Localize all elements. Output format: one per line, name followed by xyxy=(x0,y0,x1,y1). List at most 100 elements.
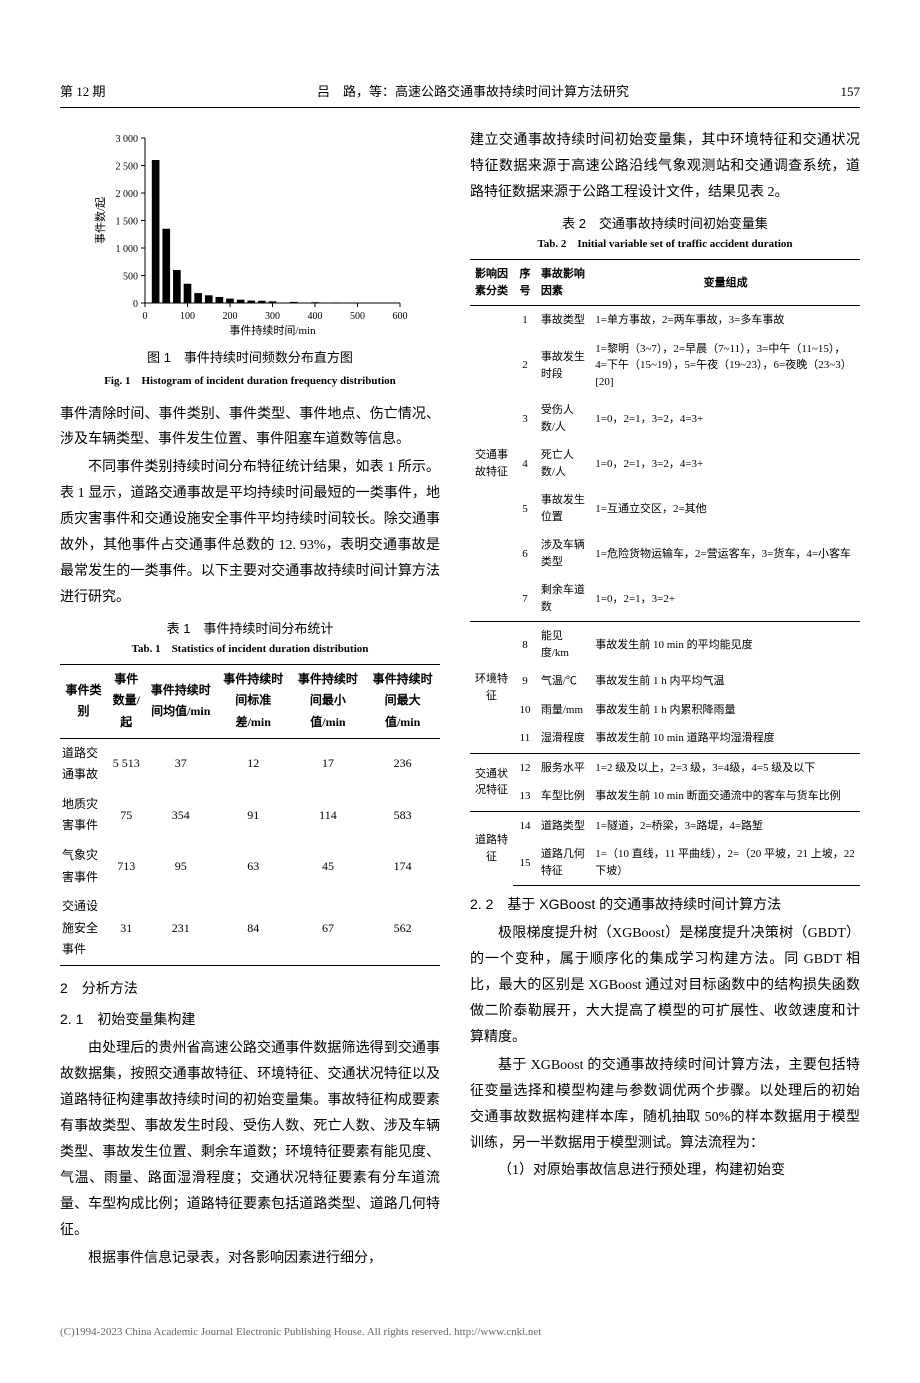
table-cell: 583 xyxy=(365,790,440,841)
table-cell: 湿滑程度 xyxy=(537,724,591,753)
table-cell: 1=0，2=1，3=2+ xyxy=(591,576,860,622)
right-column: 建立交通事故持续时间初始变量集，其中环境特征和交通状况特征数据来源于高速公路沿线… xyxy=(470,128,860,1273)
category-cell: 交通事故特征 xyxy=(470,306,513,622)
table-cell: 14 xyxy=(513,811,537,840)
table-cell: 车型比例 xyxy=(537,782,591,811)
table-cell: 174 xyxy=(365,841,440,892)
table-cell: 562 xyxy=(365,892,440,965)
table-cell: 地质灾害事件 xyxy=(60,790,107,841)
table-cell: 死亡人数/人 xyxy=(537,441,591,486)
table-cell: 5 xyxy=(513,486,537,531)
table-cell: 道路几何特征 xyxy=(537,840,591,886)
table-cell: 1 xyxy=(513,306,537,335)
table-cell: 事故发生前 10 min 道路平均湿滑程度 xyxy=(591,724,860,753)
table-row: 9气温/℃事故发生前 1 h 内平均气温 xyxy=(470,667,860,696)
svg-text:500: 500 xyxy=(350,311,365,322)
table-cell: 13 xyxy=(513,782,537,811)
svg-text:400: 400 xyxy=(308,311,323,322)
svg-text:200: 200 xyxy=(223,311,238,322)
table-cell: 事故发生位置 xyxy=(537,486,591,531)
table-cell: 9 xyxy=(513,667,537,696)
table-cell: 75 xyxy=(107,790,146,841)
table-cell: 10 xyxy=(513,696,537,725)
t2h-seq: 序号 xyxy=(513,260,537,306)
issue-no: 第 12 期 xyxy=(60,80,106,103)
table-row: 5事故发生位置1=互通立交区，2=其他 xyxy=(470,486,860,531)
table-cell: 事故发生前 10 min 的平均能见度 xyxy=(591,622,860,668)
table-2: 影响因素分类 序号 事故影响因素 变量组成 交通事故特征1事故类型1=单方事故，… xyxy=(470,259,860,886)
svg-text:500: 500 xyxy=(123,272,138,283)
table-row: 环境特征8能见度/km事故发生前 10 min 的平均能见度 xyxy=(470,622,860,668)
table-cell: 剩余车道数 xyxy=(537,576,591,622)
category-cell: 道路特征 xyxy=(470,811,513,886)
t2h-cat: 影响因素分类 xyxy=(470,260,513,306)
table-cell: 1=隧道，2=桥梁，3=路堤，4=路堑 xyxy=(591,811,860,840)
tab1-caption-cn: 表 1 事件持续时间分布统计 xyxy=(60,617,440,640)
table-row: 2事故发生时段1=黎明（3~7），2=早晨（7~11），3=中午（11~15），… xyxy=(470,335,860,397)
table-cell: 354 xyxy=(146,790,216,841)
t2h-var: 变量组成 xyxy=(591,260,860,306)
table-cell: 事故发生前 1 h 内平均气温 xyxy=(591,667,860,696)
fig1-caption-en: Fig. 1 Histogram of incident duration fr… xyxy=(60,372,440,392)
svg-text:300: 300 xyxy=(265,311,280,322)
tab2-caption-cn: 表 2 交通事故持续时间初始变量集 xyxy=(470,212,860,235)
section-2-2-heading: 2. 2 基于 XGBoost 的交通事故持续时间计算方法 xyxy=(470,892,860,917)
table-cell: 4 xyxy=(513,441,537,486)
table-cell: 95 xyxy=(146,841,216,892)
running-title: 吕 路，等：高速公路交通事故持续时间计算方法研究 xyxy=(317,80,629,103)
table-row: 地质灾害事件7535491114583 xyxy=(60,790,440,841)
para-xgboost-intro: 极限梯度提升树（XGBoost）是梯度提升决策树（GBDT）的一个变种，属于顺序… xyxy=(470,921,860,1050)
para-xgboost-method: 基于 XGBoost 的交通事故持续时间计算方法，主要包括特征变量选择和模型构建… xyxy=(470,1053,860,1157)
table-cell: 7 xyxy=(513,576,537,622)
table-cell: 1=危险货物运输车，2=营运客车，3=货车，4=小客车 xyxy=(591,531,860,576)
section-2-heading: 2 分析方法 xyxy=(60,976,440,1001)
para-factor-subdivide: 根据事件信息记录表，对各影响因素进行细分， xyxy=(60,1246,440,1272)
page-number: 157 xyxy=(841,80,861,103)
table-cell: 231 xyxy=(146,892,216,965)
table-cell: 12 xyxy=(216,738,291,790)
table-cell: 37 xyxy=(146,738,216,790)
t1h-cat: 事件类别 xyxy=(60,664,107,738)
table-cell: 84 xyxy=(216,892,291,965)
svg-text:2 000: 2 000 xyxy=(116,189,139,200)
table-cell: 1=（10 直线，11 平曲线），2=（20 平坡，21 上坡，22 下坡） xyxy=(591,840,860,886)
table-row: 交通设施安全事件312318467562 xyxy=(60,892,440,965)
table-cell: 11 xyxy=(513,724,537,753)
svg-text:2 500: 2 500 xyxy=(116,162,139,173)
table-cell: 713 xyxy=(107,841,146,892)
svg-text:0: 0 xyxy=(133,299,138,310)
table-cell: 1=0，2=1，3=2，4=3+ xyxy=(591,441,860,486)
svg-text:1 500: 1 500 xyxy=(116,217,139,228)
table-cell: 交通设施安全事件 xyxy=(60,892,107,965)
table-cell: 能见度/km xyxy=(537,622,591,668)
table-cell: 15 xyxy=(513,840,537,886)
histogram-chart: 05001 0001 5002 0002 5003 00001002003004… xyxy=(90,128,410,338)
table-cell: 受伤人数/人 xyxy=(537,396,591,441)
table-row: 13车型比例事故发生前 10 min 断面交通流中的客车与货车比例 xyxy=(470,782,860,811)
table-cell: 2 xyxy=(513,335,537,397)
t1h-mean: 事件持续时间均值/min xyxy=(146,664,216,738)
page-footer: (C)1994-2023 China Academic Journal Elec… xyxy=(60,1323,860,1343)
table-cell: 1=0，2=1，3=2，4=3+ xyxy=(591,396,860,441)
table-cell: 6 xyxy=(513,531,537,576)
table-cell: 事故类型 xyxy=(537,306,591,335)
category-cell: 环境特征 xyxy=(470,622,513,754)
table-cell: 道路类型 xyxy=(537,811,591,840)
table-cell: 31 xyxy=(107,892,146,965)
para-variable-set: 由处理后的贵州省高速公路交通事件数据筛选得到交通事故数据集，按照交通事故特征、环… xyxy=(60,1036,440,1243)
table-row: 交通状况特征12服务水平1=2 级及以上，2=3 级，3=4级，4=5 级及以下 xyxy=(470,753,860,782)
table-1: 事件类别 事件数量/起 事件持续时间均值/min 事件持续时间标准差/min 事… xyxy=(60,664,440,966)
table-cell: 236 xyxy=(365,738,440,790)
para-classification: 不同事件类别持续时间分布特征统计结果，如表 1 所示。表 1 显示，道路交通事故… xyxy=(60,455,440,610)
left-column: 05001 0001 5002 0002 5003 00001002003004… xyxy=(60,128,440,1273)
table-cell: 1=2 级及以上，2=3 级，3=4级，4=5 级及以下 xyxy=(591,753,860,782)
table-cell: 服务水平 xyxy=(537,753,591,782)
svg-text:3 000: 3 000 xyxy=(116,134,139,145)
para-variable-build: 建立交通事故持续时间初始变量集，其中环境特征和交通状况特征数据来源于高速公路沿线… xyxy=(470,128,860,206)
table-row: 7剩余车道数1=0，2=1，3=2+ xyxy=(470,576,860,622)
table-cell: 67 xyxy=(291,892,366,965)
table-cell: 8 xyxy=(513,622,537,668)
table-cell: 114 xyxy=(291,790,366,841)
table-row: 6涉及车辆类型1=危险货物运输车，2=营运客车，3=货车，4=小客车 xyxy=(470,531,860,576)
svg-text:事件持续时间/min: 事件持续时间/min xyxy=(229,323,316,337)
